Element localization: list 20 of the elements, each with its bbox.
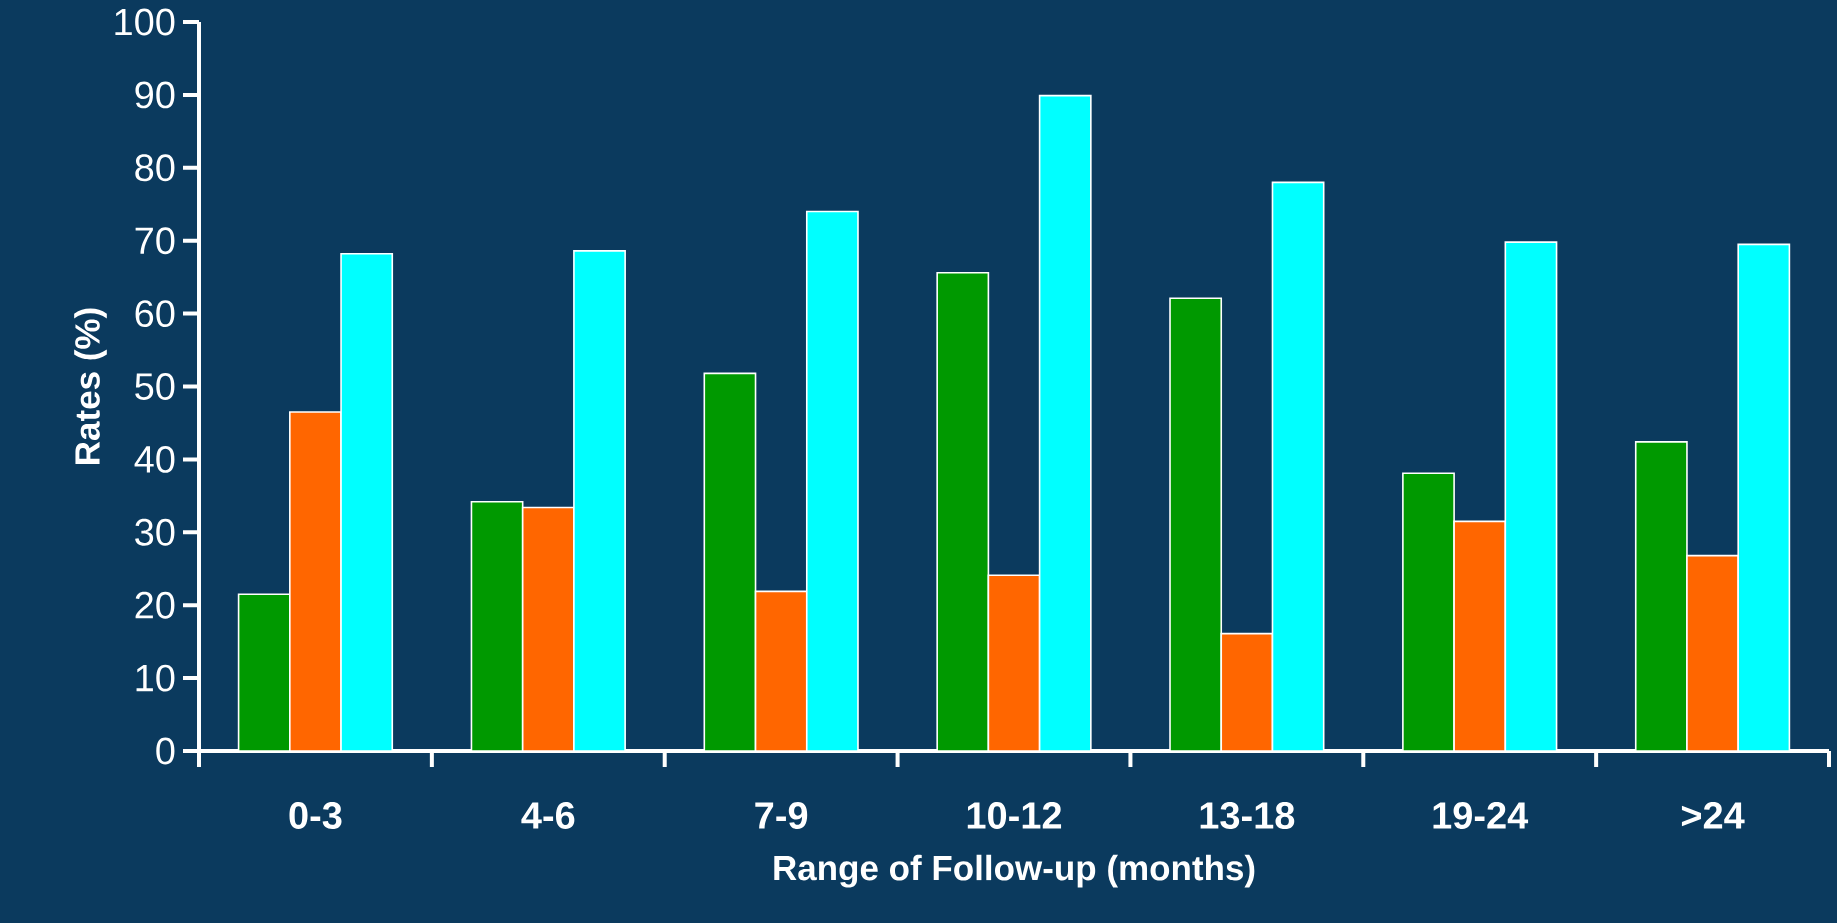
y-axis-title: Rates (%): [74, 308, 107, 464]
x-axis-title: Range of Follow-up (months): [774, 854, 1255, 888]
y-tick-label: 60: [135, 300, 175, 328]
y-tick-label: 90: [135, 81, 175, 109]
x-tick-label: 19-24: [1433, 802, 1529, 829]
x-tick-label: 7-9: [755, 802, 808, 829]
y-tick-label: 40: [134, 445, 175, 473]
y-tick-label: 80: [135, 154, 175, 182]
y-tick-label: 70: [135, 227, 175, 255]
x-tick-label: 0-3: [289, 802, 342, 830]
x-tick-label: >24: [1681, 802, 1745, 829]
y-tick-label: 0: [156, 737, 175, 765]
y-tick-label: 50: [135, 373, 175, 400]
x-tick-label: 10-12: [967, 802, 1062, 829]
x-tick-label: 13-18: [1200, 802, 1295, 830]
y-tick-label: 100: [115, 8, 175, 36]
y-tick-label: 10: [136, 664, 175, 692]
y-tick-label: 30: [135, 518, 175, 546]
y-tick-label: 20: [135, 591, 175, 619]
x-tick-label: 4-6: [521, 802, 575, 829]
